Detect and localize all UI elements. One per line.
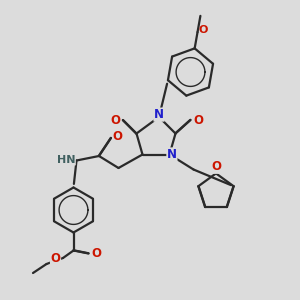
Text: N: N bbox=[154, 108, 164, 121]
Text: N: N bbox=[167, 148, 177, 161]
Text: O: O bbox=[91, 247, 101, 260]
Text: O: O bbox=[212, 160, 222, 173]
Text: O: O bbox=[110, 113, 121, 127]
Text: HN: HN bbox=[57, 155, 75, 165]
Text: O: O bbox=[112, 130, 123, 143]
Text: O: O bbox=[199, 25, 208, 35]
Text: O: O bbox=[193, 113, 203, 127]
Text: O: O bbox=[50, 252, 61, 265]
